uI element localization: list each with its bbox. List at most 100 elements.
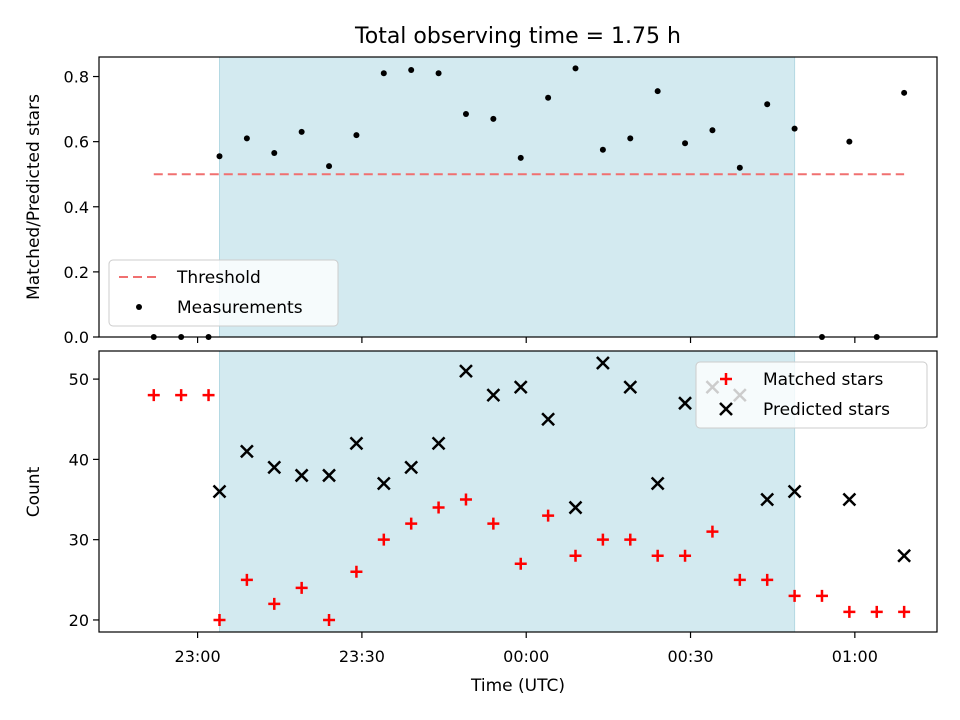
matched-star-point <box>213 613 226 626</box>
predicted-star-point <box>294 468 309 483</box>
y-tick-label: 0.4 <box>64 198 89 217</box>
legend-box <box>695 361 928 429</box>
plot-frame <box>98 56 938 338</box>
x-tick-label: 23:30 <box>339 647 385 666</box>
measurement-point <box>736 164 743 171</box>
measurement-point <box>326 163 333 170</box>
matched-star-point <box>870 605 883 618</box>
matched-star-point <box>175 389 188 402</box>
predicted-star-point <box>760 492 775 507</box>
legend-predicted-label: Predicted stars <box>763 400 890 420</box>
x-tick-label: 23:00 <box>175 647 221 666</box>
measurement-point <box>243 135 250 142</box>
matched-star-point <box>624 533 637 546</box>
y-tick-label: 30 <box>69 531 89 550</box>
legend-box <box>108 259 339 327</box>
predicted-star-point <box>431 436 446 451</box>
y-tick-label: 0.6 <box>64 133 89 152</box>
legend-measurements-label: Measurements <box>177 298 303 318</box>
predicted-star-point <box>623 380 638 395</box>
y-tick-label: 0.2 <box>64 263 89 282</box>
predicted-star-point <box>650 476 665 491</box>
star-count-series <box>147 356 912 626</box>
matched-star-point <box>542 509 555 522</box>
matched-star-point <box>843 605 856 618</box>
y-tick-label: 20 <box>69 611 89 630</box>
x-axis-label: Time (UTC) <box>470 676 565 696</box>
matched-star-point <box>405 517 418 530</box>
matched-star-point <box>432 501 445 514</box>
measurement-point <box>901 89 908 96</box>
measurement-point <box>599 146 606 153</box>
matched-star-point <box>514 557 527 570</box>
matched-star-point <box>377 533 390 546</box>
measurements-series <box>150 65 908 340</box>
predicted-star-point <box>239 444 254 459</box>
predicted-star-point <box>842 492 857 507</box>
matched-star-point <box>147 389 160 402</box>
matched-star-point <box>651 549 664 562</box>
x-tick-label: 00:00 <box>503 647 549 666</box>
matched-star-point <box>268 597 281 610</box>
matched-star-point <box>569 549 582 562</box>
matched-star-point <box>679 549 692 562</box>
predicted-star-point <box>596 356 610 370</box>
matched-star-point <box>733 573 746 586</box>
bottom-axes: 20 30 40 50 23:00 23:30 00:00 00:30 01:00 <box>69 350 938 666</box>
matched-star-point <box>323 613 336 626</box>
measurement-point <box>380 70 387 77</box>
predicted-star-point <box>376 476 391 491</box>
measurement-point <box>462 110 469 117</box>
predicted-star-point <box>787 484 802 499</box>
matched-star-point <box>459 493 472 506</box>
matched-star-point <box>202 389 215 402</box>
measurement-point <box>791 125 798 132</box>
predicted-star-point <box>568 500 583 515</box>
top-y-axis-label: Matched/Predicted stars <box>24 94 44 300</box>
measurement-point <box>709 127 716 134</box>
measurement-point <box>545 94 552 101</box>
measurement-point <box>490 115 497 122</box>
y-tick-label: 50 <box>69 370 89 389</box>
predicted-star-point <box>459 364 473 378</box>
matched-star-point <box>706 525 719 538</box>
measurement-point <box>627 135 634 142</box>
measurement-point <box>654 88 661 95</box>
figure-title: Total observing time = 1.75 h <box>354 24 681 49</box>
measurement-point <box>435 70 442 77</box>
matched-star-point <box>761 573 774 586</box>
matched-star-point <box>596 533 609 546</box>
measurement-point <box>682 140 689 147</box>
measurement-point <box>517 154 524 161</box>
measurement-point <box>846 138 853 145</box>
predicted-star-point <box>897 548 912 563</box>
x-tick-label: 01:00 <box>832 647 878 666</box>
predicted-star-point <box>486 388 501 403</box>
predicted-star-point <box>212 484 227 499</box>
matched-star-point <box>815 589 828 602</box>
legend-threshold-label: Threshold <box>176 268 261 288</box>
plot-frame <box>98 350 938 633</box>
matched-star-point <box>240 573 253 586</box>
x-tick-label: 00:30 <box>667 647 713 666</box>
y-tick-label: 0.0 <box>64 328 89 347</box>
predicted-star-point <box>541 412 556 427</box>
matched-star-point <box>295 581 308 594</box>
matched-star-point <box>788 589 801 602</box>
predicted-star-point <box>322 468 336 483</box>
predicted-star-point <box>349 436 364 451</box>
measurement-point <box>572 65 579 72</box>
bottom-y-axis-label: Count <box>24 466 44 517</box>
top-panel: 0.00.20.40.60.8 Matched/Predicted stars … <box>24 56 938 347</box>
top-legend: Threshold Measurements <box>108 259 339 327</box>
predicted-star-point <box>513 380 528 395</box>
top-axes: 0.0 0.2 0.4 0.6 0.8 <box>64 56 938 347</box>
measurement-point <box>353 132 360 139</box>
matched-star-point <box>487 517 500 530</box>
legend-matched-label: Matched stars <box>763 370 883 390</box>
predicted-star-point <box>678 396 692 411</box>
legend-measurement-swatch <box>136 304 142 310</box>
measurement-point <box>408 67 415 74</box>
